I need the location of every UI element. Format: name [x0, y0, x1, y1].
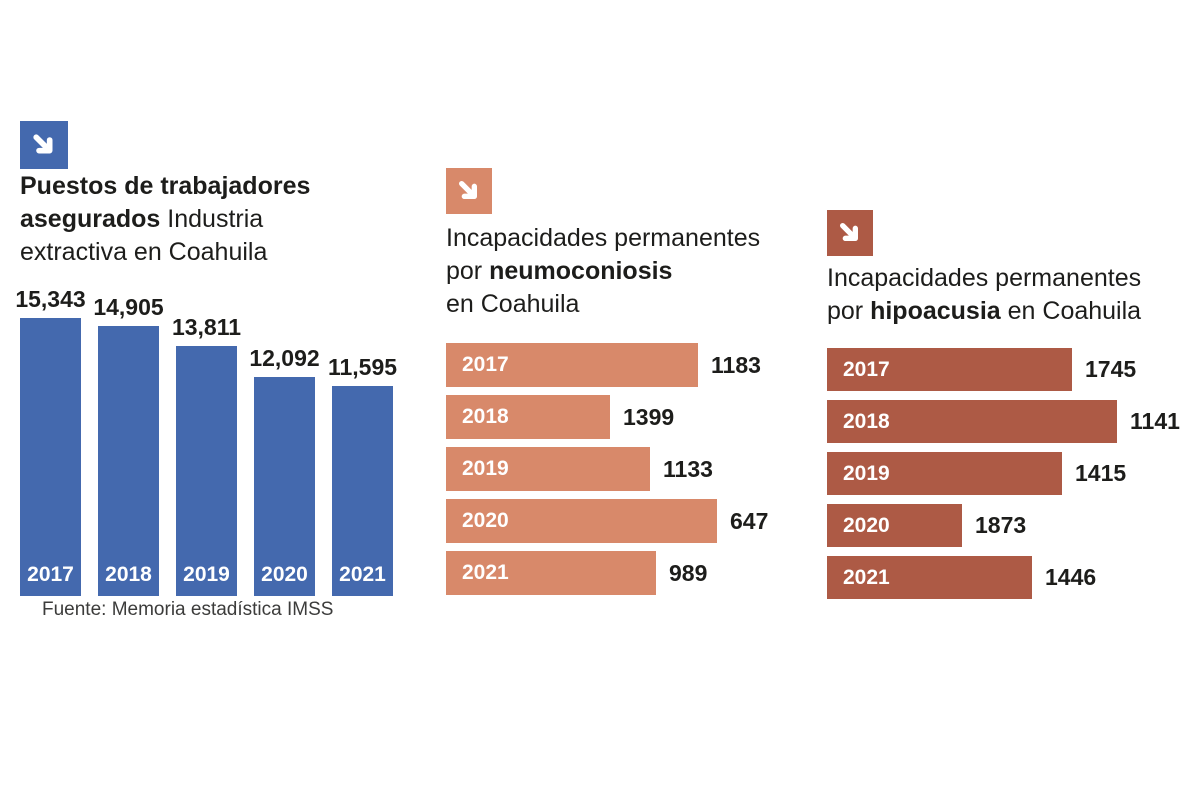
title-line-pre: por: [446, 257, 490, 285]
title-line: Incapacidades permanentes: [446, 224, 761, 252]
title-line: Puestos de trabajadores: [20, 172, 311, 200]
vertical-bar-chart-puestos: 15,343 2017 14,905 2018 13,811 2019 12,0…: [15, 286, 397, 596]
year-label: 2018: [462, 405, 509, 428]
title-line-bold: neumoconiosis: [489, 257, 673, 285]
value-label: 1446: [1045, 564, 1097, 590]
bar-row: 2018 1141: [827, 400, 1180, 443]
year-label: 2018: [843, 409, 890, 433]
bar-row: 2018 1399: [446, 395, 768, 439]
value-label: 12,092: [249, 345, 320, 371]
arrow-down-right-icon: [33, 134, 53, 154]
year-label: 2018: [105, 563, 152, 586]
value-label: 1745: [1085, 356, 1137, 382]
bar-row: 2020 1873: [827, 504, 1180, 547]
value-label: 1141: [1130, 408, 1180, 434]
bar-2021: 11,595 2021: [328, 354, 397, 596]
chart-title-hipoacusia: Incapacidades permanentes por hipoacusia…: [827, 262, 1141, 328]
value-label: 1873: [975, 512, 1027, 538]
bar-2018: 14,905 2018: [93, 294, 164, 596]
bar-2021: 2021: [827, 556, 1032, 599]
year-label: 2019: [843, 461, 890, 485]
arrow-down-right-icon: [446, 168, 492, 214]
horizontal-bar-chart-hipoacusia: 2017 1745 2018 1141 2019 1415 2020 1873 …: [827, 348, 1180, 608]
value-label: 11,595: [327, 354, 398, 380]
title-line-rest: Industria: [160, 205, 264, 233]
bar-2020: 2020: [446, 499, 717, 543]
bar-row: 2017 1183: [446, 343, 768, 387]
title-line-pre: por: [827, 297, 871, 325]
year-label: 2020: [843, 513, 890, 537]
value-label: 1399: [623, 403, 675, 430]
year-label: 2019: [462, 457, 509, 480]
arrow-down-right-icon: [827, 210, 873, 256]
title-line: extractiva en Coahuila: [20, 238, 268, 266]
bar-row: 2019 1133: [446, 447, 768, 491]
bar-row: 2017 1745: [827, 348, 1180, 391]
bar-2021: 2021: [446, 551, 656, 595]
year-label: 2019: [183, 563, 230, 586]
bar-2017: 2017: [446, 343, 698, 387]
bar-row: 2021 1446: [827, 556, 1180, 599]
value-label: 15,343: [15, 286, 86, 312]
value-label: 989: [669, 559, 708, 586]
value-label: 1415: [1075, 460, 1127, 486]
year-label: 2021: [843, 565, 890, 589]
title-line-post: en Coahuila: [1000, 297, 1142, 325]
bar-row: 2019 1415: [827, 452, 1180, 495]
bar-2019: 2019: [827, 452, 1062, 495]
year-label: 2021: [339, 563, 386, 586]
value-label: 1183: [711, 351, 761, 378]
title-line-bold: asegurados: [20, 205, 161, 233]
title-line-bold: hipoacusia: [870, 297, 1001, 325]
arrow-down-right-icon: [840, 223, 858, 241]
bar-2017: 15,343 2017: [15, 286, 86, 596]
bar-2018: 2018: [827, 400, 1117, 443]
value-label: 647: [730, 507, 769, 534]
year-label: 2021: [462, 561, 509, 584]
bar-2020: 12,092 2020: [249, 345, 320, 596]
horizontal-bar-chart-neumoconiosis: 2017 1183 2018 1399 2019 1133 2020 647 2…: [446, 343, 768, 603]
title-line: Incapacidades permanentes: [827, 264, 1142, 292]
title-line: en Coahuila: [446, 290, 580, 318]
bar-row: 2020 647: [446, 499, 768, 543]
bar-2017: 2017: [827, 348, 1072, 391]
value-label: 13,811: [171, 314, 242, 340]
bar-2020: 2020: [827, 504, 962, 547]
year-label: 2017: [27, 563, 74, 586]
bar-2019: 2019: [446, 447, 650, 491]
arrow-down-right-icon: [20, 121, 68, 169]
year-label: 2017: [843, 357, 890, 381]
year-label: 2020: [261, 563, 308, 586]
bar-row: 2021 989: [446, 551, 768, 595]
chart-title-puestos: Puestos de trabajadores asegurados Indus…: [20, 170, 310, 269]
arrow-down-right-icon: [459, 181, 477, 199]
bar-2019: 13,811 2019: [172, 314, 241, 596]
year-label: 2020: [462, 509, 509, 532]
year-label: 2017: [462, 353, 509, 376]
chart-title-neumoconiosis: Incapacidades permanentes por neumoconio…: [446, 222, 760, 321]
bar-2018: 2018: [446, 395, 610, 439]
source-note: Fuente: Memoria estadística IMSS: [42, 599, 334, 620]
value-label: 1133: [663, 455, 713, 482]
value-label: 14,905: [93, 294, 164, 320]
